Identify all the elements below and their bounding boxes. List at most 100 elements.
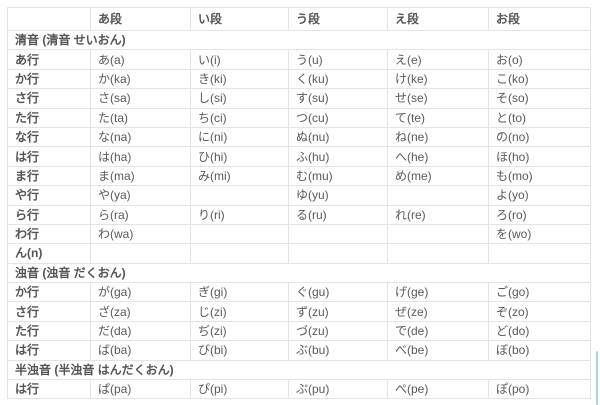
kana-cell: ま(ma) bbox=[90, 165, 191, 187]
kana-cell: ふ(hu) bbox=[288, 146, 388, 167]
kana-cell: う(u) bbox=[288, 49, 388, 70]
row-header: な行 bbox=[7, 126, 91, 148]
kana-cell: き(ki) bbox=[190, 68, 289, 90]
section-title: 浊音 (浊音 だくおん) bbox=[7, 262, 591, 284]
kana-cell: い(i) bbox=[190, 49, 289, 70]
table-row: や行 や(ya) ゆ(yu) よ(yo) bbox=[7, 185, 591, 206]
table-row: な行 な(na) に(ni) ぬ(nu) ね(ne) の(no) bbox=[7, 126, 591, 148]
kana-cell bbox=[90, 243, 191, 264]
kana-cell: な(na) bbox=[90, 126, 191, 148]
kana-cell: え(e) bbox=[387, 49, 489, 70]
row-header: か行 bbox=[7, 282, 91, 303]
row-header: わ行 bbox=[7, 223, 91, 245]
table-row: は行 は(ha) ひ(hi) ふ(hu) へ(he) ほ(ho) bbox=[7, 146, 591, 167]
kana-cell: も(mo) bbox=[488, 165, 591, 187]
kana-cell: づ(zu) bbox=[288, 320, 388, 342]
table-row: か行 か(ka) き(ki) く(ku) け(ke) こ(ko) bbox=[7, 68, 591, 90]
kana-cell: に(ni) bbox=[190, 126, 289, 148]
kana-cell: ね(ne) bbox=[387, 126, 489, 148]
kana-cell: ひ(hi) bbox=[190, 146, 289, 167]
column-header-i-dan: い段 bbox=[190, 7, 289, 31]
kana-cell: ぢ(zi) bbox=[190, 320, 289, 342]
table-row: た行 だ(da) ぢ(zi) づ(zu) で(de) ど(do) bbox=[7, 320, 591, 342]
row-header: は行 bbox=[7, 340, 91, 361]
row-header: は行 bbox=[7, 379, 91, 400]
kana-cell: ぱ(pa) bbox=[90, 379, 191, 400]
kana-cell bbox=[190, 185, 289, 206]
table-row: ん(n) bbox=[7, 243, 591, 264]
kana-cell: み(mi) bbox=[190, 165, 289, 187]
row-header: か行 bbox=[7, 68, 91, 90]
scrollbar-thumb[interactable] bbox=[596, 351, 598, 405]
table-row: さ行 ざ(za) じ(zi) ず(zu) ぜ(ze) ぞ(zo) bbox=[7, 301, 591, 322]
kana-cell: ぬ(nu) bbox=[288, 126, 388, 148]
kana-cell: つ(cu) bbox=[288, 107, 388, 128]
kana-cell: す(su) bbox=[288, 88, 388, 109]
kana-cell: ぼ(bo) bbox=[488, 340, 591, 361]
kana-cell: ぐ(gu) bbox=[288, 282, 388, 303]
kana-cell: ち(ci) bbox=[190, 107, 289, 128]
kana-cell bbox=[387, 243, 489, 264]
row-header: た行 bbox=[7, 107, 91, 128]
section-row: 半浊音 (半浊音 はんだくおん) bbox=[7, 359, 591, 381]
kana-cell: て(te) bbox=[387, 107, 489, 128]
column-header-empty bbox=[7, 7, 91, 31]
kana-cell: り(ri) bbox=[190, 204, 289, 225]
kana-cell: た(ta) bbox=[90, 107, 191, 128]
kana-cell: び(bi) bbox=[190, 340, 289, 361]
column-header-o-dan: お段 bbox=[488, 7, 591, 31]
kana-cell: げ(ge) bbox=[387, 282, 489, 303]
kana-cell: し(si) bbox=[190, 88, 289, 109]
section-title: 半浊音 (半浊音 はんだくおん) bbox=[7, 359, 591, 381]
row-header: ら行 bbox=[7, 204, 91, 225]
kana-cell: ゆ(yu) bbox=[288, 185, 388, 206]
row-header: さ行 bbox=[7, 301, 91, 322]
kana-cell: ぎ(gi) bbox=[190, 282, 289, 303]
kana-cell: め(me) bbox=[387, 165, 489, 187]
kana-cell: ぷ(pu) bbox=[288, 379, 388, 400]
kana-cell: や(ya) bbox=[90, 185, 191, 206]
kana-cell: と(to) bbox=[488, 107, 591, 128]
kana-cell bbox=[190, 223, 289, 245]
kana-cell bbox=[387, 223, 489, 245]
kana-cell bbox=[387, 185, 489, 206]
row-header: あ行 bbox=[7, 49, 91, 70]
kana-cell: け(ke) bbox=[387, 68, 489, 90]
kana-cell bbox=[288, 243, 388, 264]
row-header: さ行 bbox=[7, 88, 91, 109]
kana-cell bbox=[190, 243, 289, 264]
row-header: た行 bbox=[7, 320, 91, 342]
kana-cell: ぴ(pi) bbox=[190, 379, 289, 400]
kana-cell bbox=[488, 243, 591, 264]
table-row: ま行 ま(ma) み(mi) む(mu) め(me) も(mo) bbox=[7, 165, 591, 187]
kana-cell: よ(yo) bbox=[488, 185, 591, 206]
kana-cell: ぜ(ze) bbox=[387, 301, 489, 322]
table-row: わ行 わ(wa) を(wo) bbox=[7, 223, 591, 245]
kana-cell: さ(sa) bbox=[90, 88, 191, 109]
kana-cell: が(ga) bbox=[90, 282, 191, 303]
kana-chart-container: あ段 い段 う段 え段 お段 清音 (清音 せいおん) あ行 あ(a) い(i) う(u… bbox=[7, 7, 591, 400]
column-header-e-dan: え段 bbox=[387, 7, 489, 31]
kana-cell: ば(ba) bbox=[90, 340, 191, 361]
row-header: ま行 bbox=[7, 165, 91, 187]
kana-cell: べ(be) bbox=[387, 340, 489, 361]
kana-cell: あ(a) bbox=[90, 49, 191, 70]
section-title: 清音 (清音 せいおん) bbox=[7, 29, 591, 51]
kana-table: あ段 い段 う段 え段 お段 清音 (清音 せいおん) あ行 あ(a) い(i) う(u… bbox=[7, 7, 591, 400]
kana-cell: ど(do) bbox=[488, 320, 591, 342]
kana-cell: へ(he) bbox=[387, 146, 489, 167]
section-row: 浊音 (浊音 だくおん) bbox=[7, 262, 591, 284]
kana-cell: ず(zu) bbox=[288, 301, 388, 322]
kana-cell: む(mu) bbox=[288, 165, 388, 187]
table-row: さ行 さ(sa) し(si) す(su) せ(se) そ(so) bbox=[7, 88, 591, 109]
kana-cell: だ(da) bbox=[90, 320, 191, 342]
column-header-a-dan: あ段 bbox=[90, 7, 191, 31]
kana-cell: ざ(za) bbox=[90, 301, 191, 322]
kana-cell: ほ(ho) bbox=[488, 146, 591, 167]
kana-cell: ぺ(pe) bbox=[387, 379, 489, 400]
table-row: た行 た(ta) ち(ci) つ(cu) て(te) と(to) bbox=[7, 107, 591, 128]
kana-cell: せ(se) bbox=[387, 88, 489, 109]
kana-cell: を(wo) bbox=[488, 223, 591, 245]
row-header: や行 bbox=[7, 185, 91, 206]
kana-cell: ろ(ro) bbox=[488, 204, 591, 225]
